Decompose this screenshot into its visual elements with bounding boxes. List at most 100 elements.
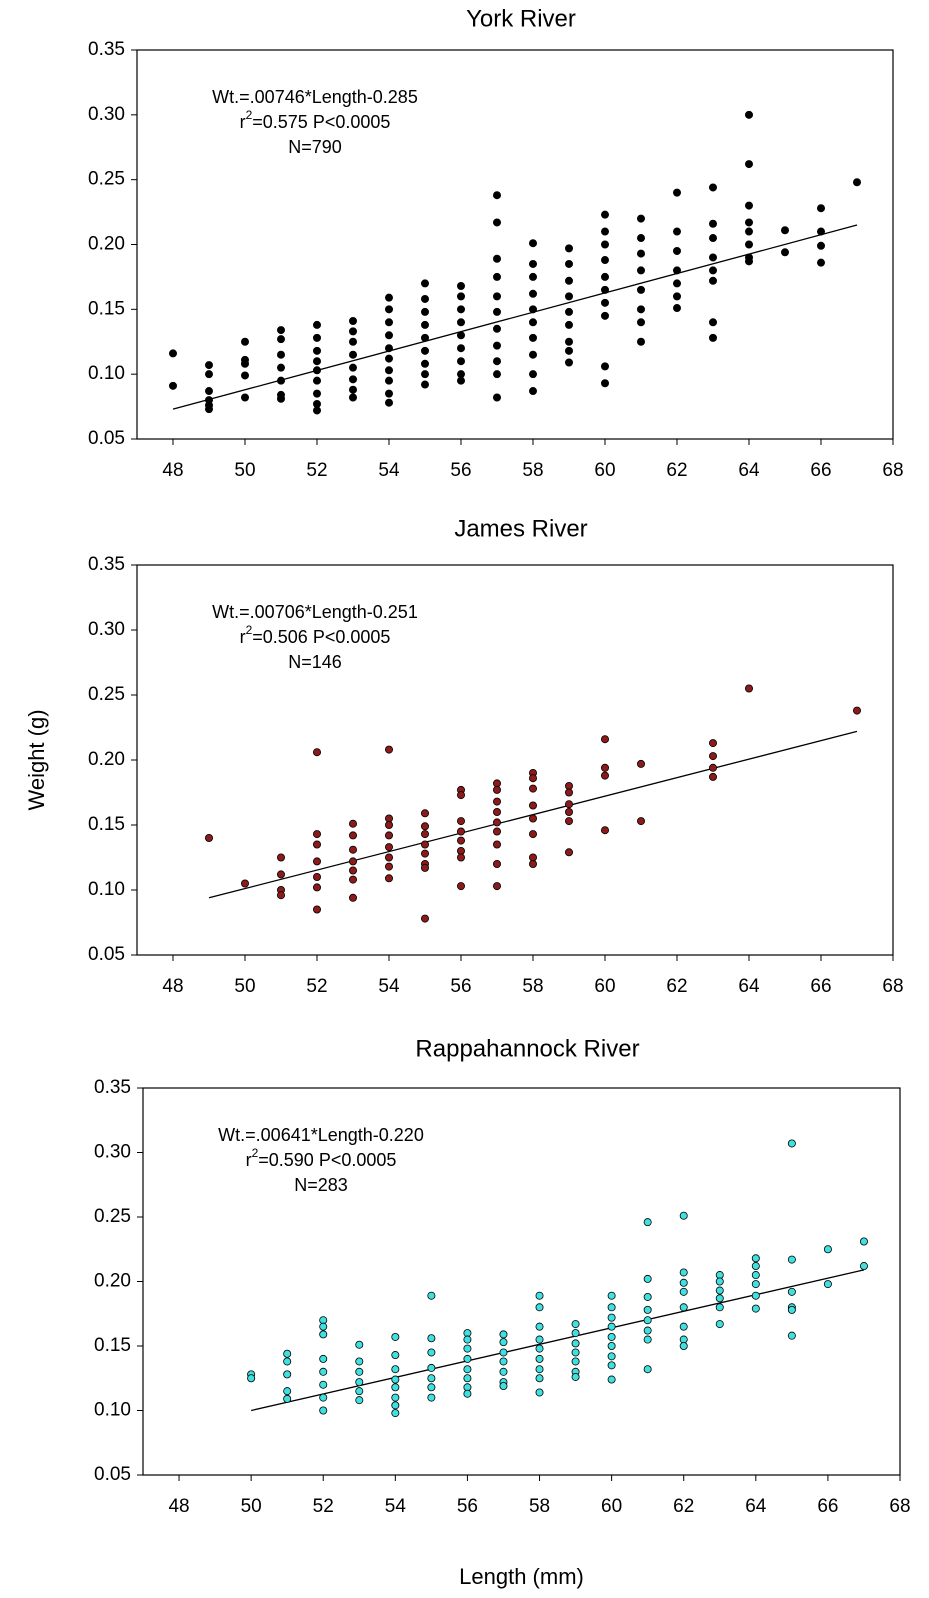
data-point [535,1354,544,1363]
data-point [384,376,393,385]
data-point [391,1375,400,1384]
data-point [679,1303,688,1312]
data-point [427,1383,436,1392]
data-point [607,1291,616,1300]
data-point [492,218,501,227]
data-point [348,337,357,346]
data-point [348,317,357,326]
x-tick-label: 50 [241,1496,262,1517]
x-tick-label: 58 [529,1496,550,1517]
x-tick-label: 48 [162,460,183,481]
x-axis-label: Length (mm) [459,1564,584,1589]
data-point [499,1338,508,1347]
data-point [601,771,610,780]
data-point [535,1344,544,1353]
data-point [348,385,357,394]
data-point [607,1361,616,1370]
data-point [247,1374,256,1383]
annotation-text: =0.506 P<0.0005 [252,627,390,647]
data-point [492,818,501,827]
data-point [456,853,465,862]
data-point [492,307,501,316]
data-point [420,822,429,831]
data-point [355,1378,364,1387]
data-point [276,870,285,879]
data-point [709,253,718,262]
y-tick-label: 0.05 [88,944,125,965]
data-point [463,1365,472,1374]
y-tick-label: 0.25 [88,169,125,190]
panel: Rappahannock River 0.05 0.10 0.15 0.20 0.25 0.… [94,1035,911,1588]
data-point [529,774,538,783]
data-point [535,1388,544,1397]
data-point [319,1393,328,1402]
data-point [312,366,321,375]
data-point [787,1331,796,1340]
data-point [492,393,501,402]
data-point [637,817,646,826]
data-point [312,333,321,342]
data-point [715,1320,724,1329]
annotation-text: Wt.=.00706*Length-0.251 [212,602,418,622]
data-point [319,1354,328,1363]
data-point [312,346,321,355]
data-point [535,1374,544,1383]
data-point [420,359,429,368]
data-point [817,204,826,213]
data-point [420,370,429,379]
data-point [601,735,610,744]
data-point [529,370,538,379]
data-point [283,1357,292,1366]
data-point [240,879,249,888]
data-point [679,1211,688,1220]
data-point [319,1367,328,1376]
annotation-text: N=790 [288,137,342,157]
data-point [276,853,285,862]
superscript: 2 [246,623,253,637]
data-point [745,110,754,119]
data-point [709,333,718,342]
data-point [391,1401,400,1410]
x-tick-label: 56 [450,976,471,997]
annotation-text: r [246,1150,252,1170]
data-point [817,227,826,236]
data-point [348,819,357,828]
x-tick-label: 52 [313,1496,334,1517]
data-point [420,863,429,872]
data-point [565,808,574,817]
data-point [601,311,610,320]
data-point [715,1286,724,1295]
data-point [565,848,574,857]
data-point [751,1280,760,1289]
data-point [384,366,393,375]
y-axis-label: Weight (g) [24,709,49,810]
x-tick-label: 54 [385,1496,407,1517]
annotation-text: r [240,112,246,132]
data-point [312,830,321,839]
data-point [673,188,682,197]
y-tick-label: 0.10 [94,1400,131,1421]
data-point [745,240,754,249]
data-point [709,219,718,228]
data-point [499,1381,508,1390]
x-tick-label: 66 [810,976,831,997]
data-point [565,800,574,809]
data-point [420,380,429,389]
data-point [348,893,357,902]
data-point [420,849,429,858]
annotation: Wt.=.00641*Length-0.220 [218,1125,424,1145]
data-point [535,1291,544,1300]
data-point [348,866,357,875]
annotation-text: r [240,627,246,647]
data-point [565,788,574,797]
data-point [823,1245,832,1254]
data-point [456,817,465,826]
data-point [565,307,574,316]
chart-title: York River [466,5,576,32]
data-point [204,370,213,379]
x-tick-label: 68 [882,976,903,997]
data-point [492,254,501,263]
annotation-text: Wt.=.00641*Length-0.220 [218,1125,424,1145]
data-point [168,381,177,390]
data-point [529,305,538,314]
